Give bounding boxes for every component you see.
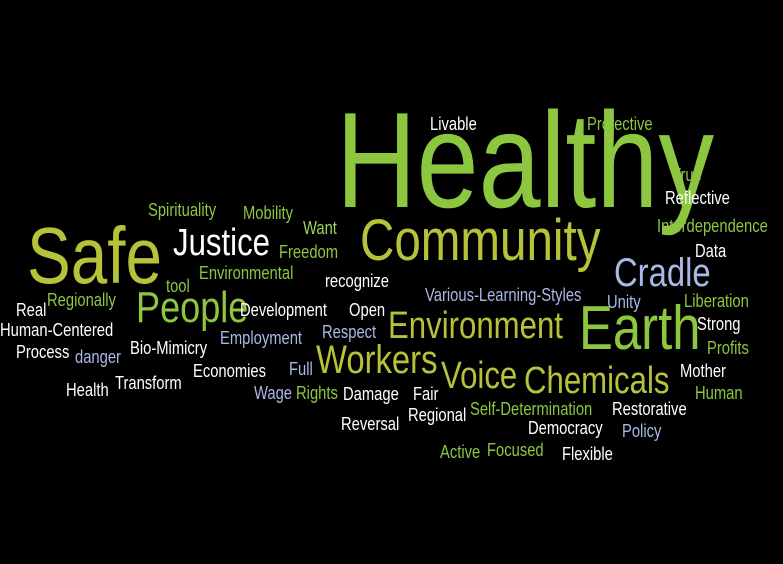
word-reflective: Reflective (665, 188, 730, 208)
word-interdependence: Interdependence (657, 216, 768, 236)
word-mother: Mother (680, 361, 726, 381)
word-transform: Transform (115, 373, 182, 393)
word-employment: Employment (220, 328, 303, 348)
word-flexible: Flexible (562, 444, 613, 464)
word-safe: Safe (27, 211, 162, 300)
word-human: Human (695, 383, 743, 403)
word-damage: Damage (343, 384, 399, 404)
word-freedom: Freedom (279, 242, 339, 262)
word-want: Want (303, 218, 337, 238)
word-human-centered: Human-Centered (0, 320, 114, 340)
word-bio-mimicry: Bio-Mimicry (130, 338, 208, 358)
word-cradle: Cradle (614, 251, 711, 295)
word-various-learning-styles: Various-Learning-Styles (425, 285, 582, 305)
word-democracy: Democracy (528, 418, 603, 438)
word-rights: Rights (296, 383, 338, 403)
word-health: Health (66, 380, 109, 400)
word-regionally: Regionally (47, 290, 116, 310)
word-spirituality: Spirituality (148, 200, 217, 220)
word-mobility: Mobility (243, 203, 294, 223)
word-respect: Respect (322, 322, 377, 342)
word-reversal: Reversal (341, 414, 400, 434)
word-full: Full (289, 359, 313, 379)
word-true: True (672, 165, 702, 185)
word-liberation: Liberation (684, 291, 749, 311)
word-earth: Earth (579, 294, 701, 363)
word-real: Real (16, 300, 47, 320)
word-unity: Unity (607, 292, 641, 312)
word-tool: tool (166, 276, 190, 296)
word-livable: Livable (430, 114, 477, 134)
word-data: Data (695, 241, 727, 261)
word-policy: Policy (622, 421, 662, 441)
word-active: Active (440, 442, 481, 462)
word-environmental: Environmental (199, 263, 294, 283)
word-people: People (136, 283, 249, 332)
word-voice: Voice (441, 355, 518, 397)
word-focused: Focused (487, 440, 544, 460)
word-strong: Strong (697, 314, 741, 334)
word-workers: Workers (316, 338, 438, 382)
word-economies: Economies (193, 361, 267, 381)
word-self-determination: Self-Determination (470, 399, 593, 419)
word-recognize: recognize (325, 271, 389, 291)
word-open: Open (349, 300, 386, 320)
word-protective: Protective (587, 114, 653, 134)
word-healthy: Healthy (336, 84, 715, 236)
word-wage: Wage (254, 383, 293, 403)
word-development: Development (240, 300, 327, 320)
word-environment: Environment (388, 305, 563, 347)
word-profits: Profits (707, 338, 749, 358)
word-restorative: Restorative (612, 399, 687, 419)
word-danger: danger (75, 347, 121, 367)
word-fair: Fair (413, 384, 439, 404)
word-process: Process (16, 342, 70, 362)
word-justice: Justice (173, 222, 270, 264)
word-regional: Regional (408, 405, 467, 425)
word-chemicals: Chemicals (524, 360, 670, 402)
word-community: Community (360, 208, 601, 273)
